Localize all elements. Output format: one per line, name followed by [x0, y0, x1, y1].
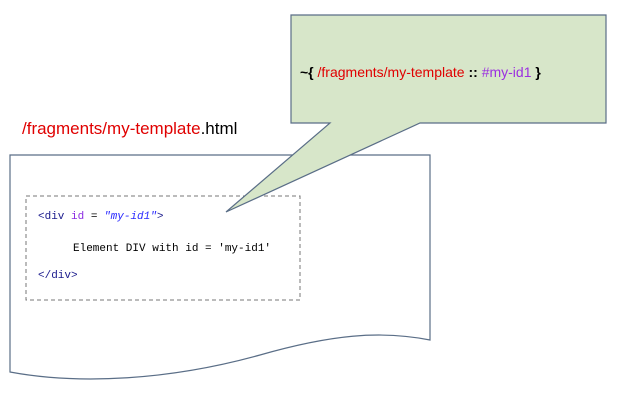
callout-close: }: [535, 64, 541, 80]
code-close-tag: </div>: [38, 270, 78, 282]
callout-template: /fragments/my-template: [318, 64, 465, 80]
callout-text: ~{ /fragments/my-template :: #my-id1 }: [300, 64, 541, 80]
callout: [225, 14, 607, 213]
document-shape: [9, 154, 431, 380]
code-content: Element DIV with id = 'my-id1': [73, 243, 271, 255]
callout-open: ~{: [300, 64, 314, 80]
code-attr: id: [71, 211, 84, 223]
code-line: <div id = "my-id1">: [38, 211, 163, 223]
file-path: /fragments/my-template: [22, 119, 201, 138]
file-extension: .html: [201, 119, 238, 138]
callout-separator: ::: [468, 64, 477, 80]
code-attr-value: "my-id1": [104, 211, 157, 223]
code-open-tag: <div: [38, 211, 65, 223]
callout-selector: #my-id1: [482, 64, 532, 80]
fragment-box: [25, 195, 301, 301]
file-label: /fragments/my-template.html: [22, 119, 237, 138]
code-equals: =: [91, 211, 98, 223]
code-open-tag-end: >: [157, 211, 164, 223]
